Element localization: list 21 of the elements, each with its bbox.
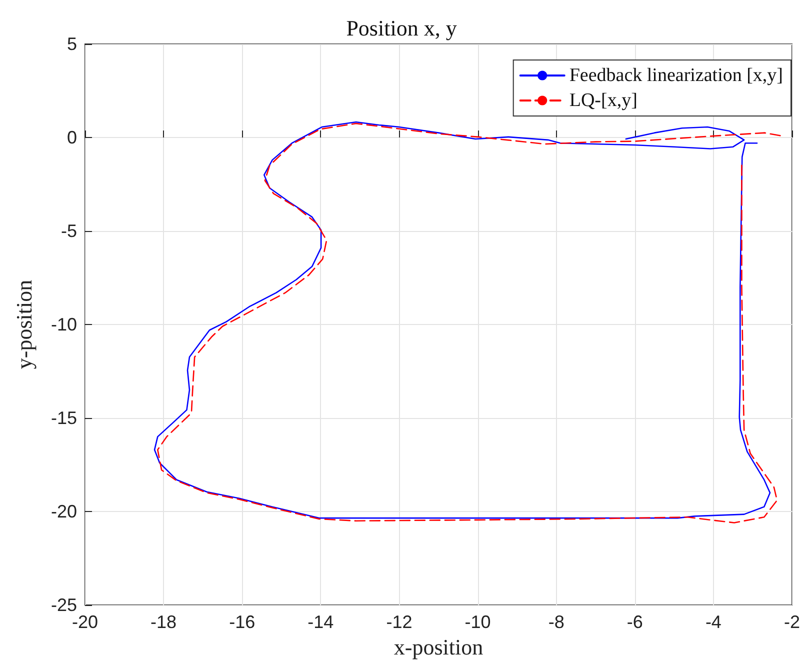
y-tick-label: -5 [60, 221, 77, 241]
y-tick-label: -10 [50, 314, 77, 334]
legend-label: LQ-[x,y] [569, 90, 638, 111]
x-tick-label: -10 [464, 612, 491, 632]
chart-title: Position x, y [346, 16, 457, 40]
x-tick-label: -12 [386, 612, 412, 632]
x-tick-label: -18 [150, 612, 177, 632]
x-tick-label: -4 [705, 612, 722, 632]
x-tick-label: -6 [626, 612, 643, 632]
x-tick-label: -8 [548, 612, 564, 632]
x-tick-label: -14 [308, 612, 334, 632]
legend-label: Feedback linearization [x,y] [569, 65, 784, 86]
y-tick-label: -25 [50, 595, 77, 615]
y-tick-label: 5 [66, 34, 77, 54]
x-tick-label: -16 [229, 612, 256, 632]
x-axis-title: x-position [394, 634, 484, 660]
y-tick-label: -20 [50, 502, 77, 522]
y-axis-title: y-position [12, 280, 36, 370]
y-tick-label: 0 [66, 128, 77, 148]
x-tick-label: -2 [784, 612, 800, 632]
y-tick-label: -15 [50, 408, 77, 428]
